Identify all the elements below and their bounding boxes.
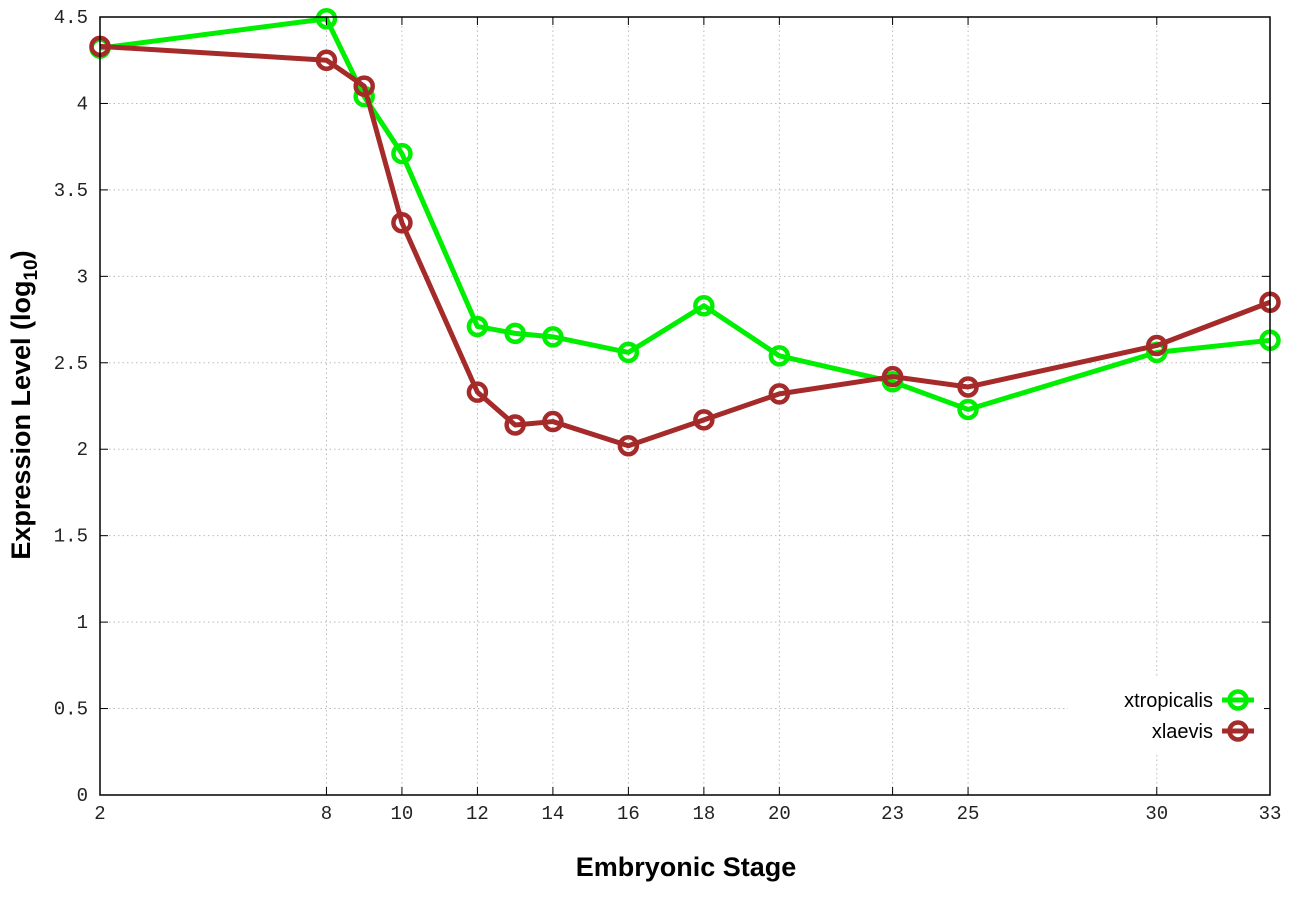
y-tick-label: 0 [77,785,88,807]
y-tick-label: 2.5 [54,353,88,375]
y-axis-label-subscript: 10 [21,259,42,280]
data-point-xlaevis [881,365,904,388]
x-tick-label: 16 [617,803,640,825]
x-tick-label: 33 [1259,803,1282,825]
legend-marker-xlaevis [1227,720,1249,742]
x-tick-label: 20 [768,803,791,825]
data-point-xlaevis [315,49,338,71]
x-tick-label: 25 [957,803,980,825]
legend-label-xtropicalis: xtropicalis [1124,690,1213,712]
data-point-xtropicalis [768,345,791,367]
series-layer [89,7,1281,457]
data-point-xtropicalis [542,326,564,348]
x-tick-label: 30 [1145,803,1168,825]
plot-frame [99,16,1271,796]
data-point-xlaevis [768,383,791,405]
series-xlaevis [89,35,1281,457]
y-tick-label: 1.5 [54,526,88,548]
y-tick-label: 4 [77,93,88,115]
data-point-xtropicalis [617,341,640,364]
data-point-xtropicalis [693,294,715,317]
legend-label-xlaevis: xlaevis [1152,721,1213,743]
legend: xtropicalis xlaevis [1068,676,1264,752]
series-line-xtropicalis [99,16,1271,412]
grid [100,17,1270,795]
data-point-xlaevis [542,410,564,433]
ticks: 2 8 10 12 14 16 18 20 23 25 30 33 0 0.5 1 1.5 2 2.5 3 3.5 4 4… [54,7,1282,825]
x-tick-label: 12 [466,803,489,825]
data-point-xlaevis [504,414,526,436]
data-point-xtropicalis [466,315,489,338]
y-tick-label: 2 [77,439,88,461]
x-tick-label: 18 [692,803,715,825]
y-axis-label-close: ) [6,250,36,259]
x-tick-label: 2 [94,803,105,825]
y-tick-label: 3.5 [54,180,88,202]
y-tick-label: 1 [77,612,88,634]
y-axis-label-main: Expression Level (log [6,281,36,560]
data-point-xtropicalis [315,7,338,30]
data-point-xlaevis [353,75,375,97]
x-axis-label: Embryonic Stage [576,852,797,882]
data-point-xlaevis [466,381,489,403]
data-point-xlaevis [957,376,979,398]
y-tick-label: 0.5 [54,699,88,721]
data-point-xtropicalis [391,142,413,165]
data-point-xlaevis [693,409,715,431]
data-point-xtropicalis [504,322,526,345]
y-axis-label: Expression Level (log10) [6,250,42,559]
series-line-xlaevis [99,43,1271,449]
data-point-xlaevis [391,211,413,234]
data-point-xtropicalis [957,398,979,421]
legend-marker-xtropicalis [1227,689,1249,711]
y-tick-label: 4.5 [54,7,88,29]
x-tick-label: 23 [881,803,904,825]
data-point-xlaevis [1146,334,1168,357]
x-tick-label: 14 [541,803,564,825]
y-tick-label: 3 [77,266,88,288]
data-point-xlaevis [617,435,640,457]
x-tick-label: 10 [391,803,414,825]
x-tick-label: 8 [321,803,332,825]
